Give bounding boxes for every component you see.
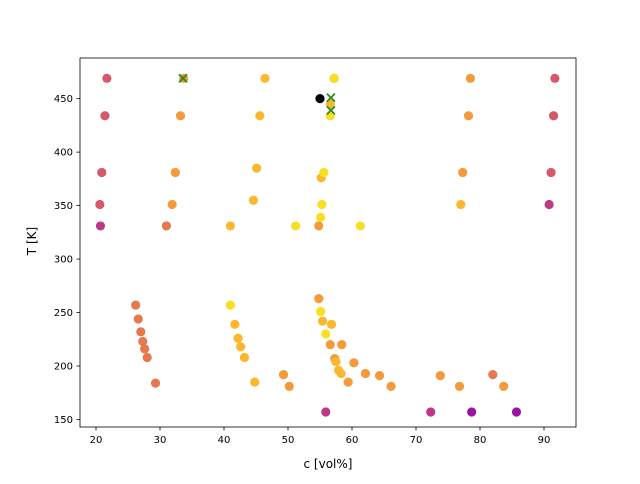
data-point <box>321 407 331 417</box>
data-point <box>329 73 339 83</box>
data-point <box>463 111 474 121</box>
data-point <box>488 369 498 380</box>
x-tick-label: 30 <box>154 435 167 446</box>
x-tick-label: 60 <box>346 435 359 446</box>
data-point <box>278 369 289 380</box>
x-tick-label: 20 <box>90 435 103 446</box>
data-point <box>317 316 328 326</box>
data-point <box>511 407 522 417</box>
data-point <box>336 368 346 379</box>
data-point <box>95 199 105 210</box>
data-point <box>291 221 301 231</box>
data-point <box>374 371 385 381</box>
data-point <box>549 111 559 121</box>
data-point <box>355 221 365 231</box>
data-point <box>142 352 152 363</box>
data-point <box>456 199 466 210</box>
data-point <box>319 167 329 178</box>
data-point <box>225 221 235 231</box>
x-tick-label: 40 <box>218 435 231 446</box>
data-point <box>225 300 235 310</box>
data-point <box>544 199 554 210</box>
y-tick-label: 300 <box>54 255 73 266</box>
data-point <box>170 167 180 178</box>
data-point <box>550 73 560 83</box>
data-point <box>255 111 265 121</box>
data-point <box>230 319 240 329</box>
plot-frame <box>79 57 577 428</box>
data-point <box>465 73 475 83</box>
y-tick-label: 450 <box>54 94 73 105</box>
data-point <box>97 167 107 178</box>
data-point <box>100 111 110 121</box>
data-point <box>138 336 148 347</box>
x-marker-stroke <box>326 105 336 116</box>
data-point <box>161 221 171 231</box>
data-point <box>316 306 326 317</box>
data-point <box>314 294 324 304</box>
data-point <box>454 381 465 391</box>
data-point <box>314 221 324 231</box>
data-point <box>167 199 177 210</box>
y-axis-label: T [K] <box>25 227 39 256</box>
data-point <box>239 352 250 363</box>
y-tick-label: 350 <box>54 201 73 212</box>
y-tick-label: 250 <box>54 308 73 319</box>
marks-layer <box>95 73 560 417</box>
data-point <box>337 340 347 350</box>
data-point <box>325 340 335 350</box>
data-point <box>131 300 141 310</box>
x-marker <box>326 92 336 103</box>
data-point <box>260 73 270 83</box>
x-tick-label: 80 <box>474 435 487 446</box>
data-point <box>150 378 161 388</box>
y-tick-label: 150 <box>54 415 73 426</box>
data-point <box>343 377 353 387</box>
data-point <box>435 371 445 381</box>
x-tick-label: 50 <box>282 435 295 446</box>
data-point <box>175 111 186 121</box>
data-point <box>349 358 359 368</box>
data-point <box>426 407 436 417</box>
data-point <box>499 381 509 391</box>
data-point <box>467 407 477 417</box>
data-point <box>95 221 106 231</box>
data-point <box>546 167 556 178</box>
axes-layer: 20 30 40 50 60 70 80 90 150 200 250 300 350 400 450 <box>54 57 577 446</box>
data-point <box>360 368 371 379</box>
data-point <box>250 377 260 387</box>
data-point <box>248 195 259 205</box>
y-tick-label: 200 <box>54 362 73 373</box>
data-point <box>133 314 143 324</box>
x-tick-label: 70 <box>410 435 423 446</box>
data-point <box>316 212 326 222</box>
y-tick-label: 400 <box>54 148 73 159</box>
data-point <box>326 319 337 329</box>
x-tick-label: 90 <box>538 435 551 446</box>
data-point <box>458 167 468 178</box>
data-point <box>317 199 327 210</box>
data-point <box>315 94 325 104</box>
data-point <box>321 329 331 339</box>
data-point <box>140 344 150 354</box>
data-point <box>136 327 146 337</box>
x-marker-stroke <box>326 92 336 103</box>
data-point <box>233 333 243 343</box>
data-point <box>236 342 246 352</box>
data-point <box>331 357 341 367</box>
data-point <box>386 381 396 391</box>
data-point <box>252 163 262 173</box>
x-marker-stroke <box>178 73 188 83</box>
x-axis-label: c [vol%] <box>304 457 353 471</box>
x-marker <box>326 105 336 116</box>
x-marker <box>178 73 188 83</box>
data-point <box>284 381 294 391</box>
data-point <box>102 73 112 83</box>
